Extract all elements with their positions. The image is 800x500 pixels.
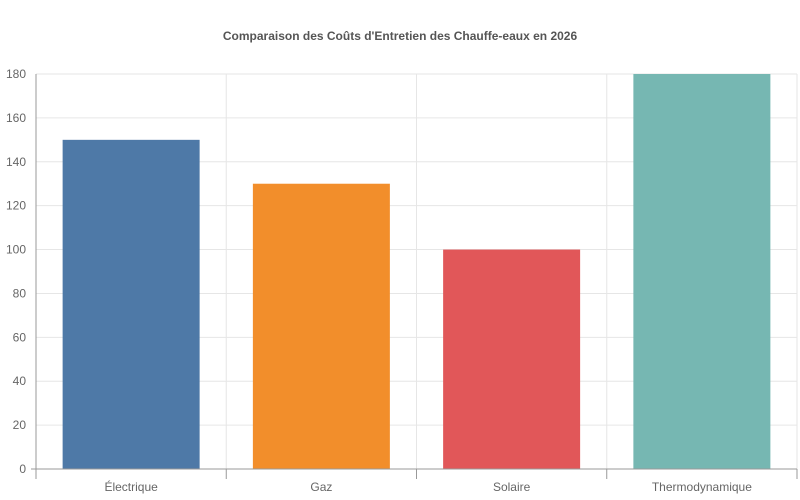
bar-2 — [252, 183, 390, 469]
bar-3 — [443, 249, 581, 469]
y-tick-label: 20 — [13, 418, 27, 432]
y-tick-label: 180 — [6, 67, 26, 81]
chart-title: Comparaison des Coûts d'Entretien des Ch… — [222, 29, 578, 43]
y-tick-label: 160 — [6, 111, 26, 125]
axis-layer — [31, 74, 798, 479]
bar-4 — [633, 74, 771, 469]
x-tick-label: Gaz — [310, 480, 332, 494]
y-tick-label: 80 — [13, 286, 27, 300]
x-tick-label: Thermodynamique — [652, 480, 752, 494]
x-tick-label: Solaire — [493, 480, 531, 494]
bar-1 — [62, 139, 200, 470]
x-tick-label: Électrique — [104, 479, 158, 494]
y-tick-label: 140 — [6, 155, 26, 169]
bars-layer — [62, 74, 771, 470]
y-tick-label: 40 — [13, 374, 27, 388]
y-tick-label: 120 — [6, 199, 26, 213]
labels-layer: 0 20 40 60 80 100 120 140 160 180 Électrique Gaz Sol… — [6, 67, 752, 494]
y-tick-label: 100 — [6, 243, 26, 257]
y-tick-label: 0 — [19, 462, 26, 476]
y-tick-label: 60 — [13, 330, 27, 344]
